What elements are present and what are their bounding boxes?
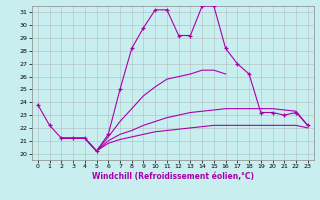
X-axis label: Windchill (Refroidissement éolien,°C): Windchill (Refroidissement éolien,°C): [92, 172, 254, 181]
